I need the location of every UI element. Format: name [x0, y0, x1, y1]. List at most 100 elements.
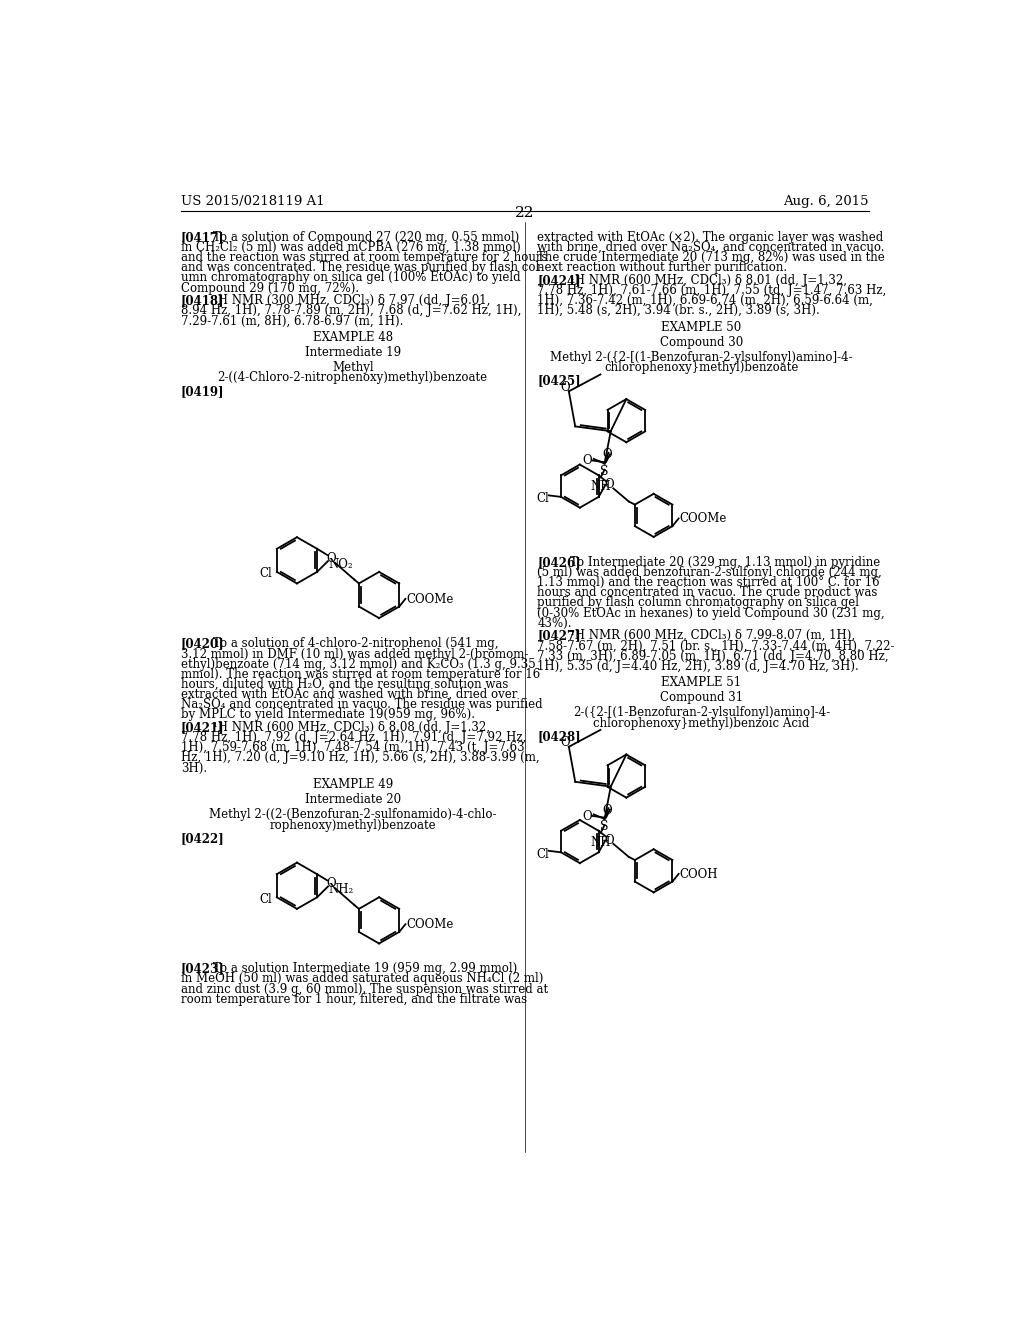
Text: NO₂: NO₂	[329, 558, 353, 572]
Text: Aug. 6, 2015: Aug. 6, 2015	[783, 195, 869, 209]
Text: To a solution Intermediate 19 (959 mg, 2.99 mmol): To a solution Intermediate 19 (959 mg, 2…	[213, 962, 517, 975]
Text: 7.78 Hz, 1H), 7.92 (d, J=2.64 Hz, 1H), 7.91 (d, J=7.92 Hz,: 7.78 Hz, 1H), 7.92 (d, J=2.64 Hz, 1H), 7…	[180, 731, 526, 744]
Text: O: O	[603, 447, 612, 461]
Text: O: O	[560, 381, 569, 393]
Text: [0425]: [0425]	[538, 375, 581, 388]
Text: 8.94 Hz, 1H), 7.78-7.89 (m, 2H), 7.68 (d, J=7.62 Hz, 1H),: 8.94 Hz, 1H), 7.78-7.89 (m, 2H), 7.68 (d…	[180, 304, 521, 317]
Text: Hz, 1H), 7.20 (d, J=9.10 Hz, 1H), 5.66 (s, 2H), 3.88-3.99 (m,: Hz, 1H), 7.20 (d, J=9.10 Hz, 1H), 5.66 (…	[180, 751, 540, 764]
Text: [0417]: [0417]	[180, 231, 224, 244]
Text: [0428]: [0428]	[538, 730, 581, 743]
Text: O: O	[603, 804, 612, 817]
Text: hours, diluted with H₂O, and the resulting solution was: hours, diluted with H₂O, and the resulti…	[180, 678, 508, 690]
Text: 7.29-7.61 (m, 8H), 6.78-6.97 (m, 1H).: 7.29-7.61 (m, 8H), 6.78-6.97 (m, 1H).	[180, 314, 403, 327]
Text: in MeOH (50 ml) was added saturated aqueous NH₄Cl (2 ml): in MeOH (50 ml) was added saturated aque…	[180, 973, 543, 986]
Text: O: O	[583, 809, 592, 822]
Text: EXAMPLE 49: EXAMPLE 49	[312, 777, 393, 791]
Text: 1.13 mmol) and the reaction was stirred at 100° C. for 16: 1.13 mmol) and the reaction was stirred …	[538, 576, 880, 589]
Text: [0420]: [0420]	[180, 638, 224, 651]
Text: Cl: Cl	[537, 492, 549, 506]
Text: 1H), 7.59-7.68 (m, 1H), 7.48-7.54 (m, 1H), 7.43 (t, J=7.63: 1H), 7.59-7.68 (m, 1H), 7.48-7.54 (m, 1H…	[180, 742, 524, 754]
Text: [0419]: [0419]	[180, 384, 224, 397]
Text: To a solution of Compound 27 (220 mg, 0.55 mmol): To a solution of Compound 27 (220 mg, 0.…	[213, 231, 519, 244]
Text: 2-((4-Chloro-2-nitrophenoxy)methyl)benzoate: 2-((4-Chloro-2-nitrophenoxy)methyl)benzo…	[218, 371, 487, 384]
Text: S: S	[600, 465, 609, 478]
Text: [0418]: [0418]	[180, 294, 224, 308]
Text: 7.78 Hz, 1H), 7.61-7.66 (m, 1H), 7.55 (td, J=1.47, 7.63 Hz,: 7.78 Hz, 1H), 7.61-7.66 (m, 1H), 7.55 (t…	[538, 284, 887, 297]
Text: and was concentrated. The residue was purified by flash col-: and was concentrated. The residue was pu…	[180, 261, 543, 275]
Text: extracted with EtOAc and washed with brine, dried over: extracted with EtOAc and washed with bri…	[180, 688, 517, 701]
Text: EXAMPLE 48: EXAMPLE 48	[312, 331, 393, 343]
Text: NH: NH	[591, 836, 611, 849]
Text: O: O	[583, 454, 592, 467]
Text: EXAMPLE 50: EXAMPLE 50	[662, 321, 741, 334]
Text: next reaction without further purification.: next reaction without further purificati…	[538, 261, 787, 275]
Text: ¹H NMR (600 MHz, CDCl₃) δ 8.08 (dd, J=1.32,: ¹H NMR (600 MHz, CDCl₃) δ 8.08 (dd, J=1.…	[213, 721, 490, 734]
Text: Compound 29 (170 mg, 72%).: Compound 29 (170 mg, 72%).	[180, 281, 358, 294]
Text: O: O	[327, 552, 336, 565]
Text: by MPLC to yield Intermediate 19(959 mg, 96%).: by MPLC to yield Intermediate 19(959 mg,…	[180, 709, 475, 722]
Text: 43%).: 43%).	[538, 616, 571, 630]
Text: room temperature for 1 hour, filtered, and the filtrate was: room temperature for 1 hour, filtered, a…	[180, 993, 526, 1006]
Text: Compound 31: Compound 31	[659, 692, 743, 705]
Text: Cl: Cl	[260, 568, 272, 581]
Text: 7.58-7.67 (m, 2H), 7.51 (br. s., 1H), 7.33-7.44 (m, 4H), 7.22-: 7.58-7.67 (m, 2H), 7.51 (br. s., 1H), 7.…	[538, 639, 895, 652]
Text: umn chromatography on silica gel (100% EtOAc) to yield: umn chromatography on silica gel (100% E…	[180, 272, 520, 284]
Text: Compound 30: Compound 30	[659, 335, 743, 348]
Text: Na₂SO₄ and concentrated in vacuo. The residue was purified: Na₂SO₄ and concentrated in vacuo. The re…	[180, 698, 543, 711]
Text: ¹H NMR (600 MHz, CDCl₃) δ 7.99-8.07 (m, 1H),: ¹H NMR (600 MHz, CDCl₃) δ 7.99-8.07 (m, …	[569, 630, 855, 642]
Text: 3H).: 3H).	[180, 762, 207, 775]
Text: in CH₂Cl₂ (5 ml) was added mCPBA (276 mg, 1.38 mmol): in CH₂Cl₂ (5 ml) was added mCPBA (276 mg…	[180, 242, 520, 253]
Text: To a solution of 4-chloro-2-nitrophenol (541 mg,: To a solution of 4-chloro-2-nitrophenol …	[213, 638, 499, 651]
Text: COOH: COOH	[679, 867, 718, 880]
Text: ethyl)benzoate (714 mg, 3.12 mmol) and K₂CO₃ (1.3 g, 9.35: ethyl)benzoate (714 mg, 3.12 mmol) and K…	[180, 657, 536, 671]
Text: The crude Intermediate 20 (713 mg, 82%) was used in the: The crude Intermediate 20 (713 mg, 82%) …	[538, 251, 885, 264]
Text: and the reaction was stirred at room temperature for 2 hours: and the reaction was stirred at room tem…	[180, 251, 547, 264]
Text: O: O	[604, 833, 614, 846]
Text: 1H), 5.35 (d, J=4.40 Hz, 2H), 3.89 (d, J=4.70 Hz, 3H).: 1H), 5.35 (d, J=4.40 Hz, 2H), 3.89 (d, J…	[538, 660, 859, 673]
Text: purified by flash column chromatography on silica gel: purified by flash column chromatography …	[538, 597, 859, 610]
Text: COOMe: COOMe	[407, 919, 454, 931]
Text: rophenoxy)methyl)benzoate: rophenoxy)methyl)benzoate	[269, 818, 436, 832]
Text: O: O	[327, 876, 336, 890]
Text: ¹H NMR (300 MHz, CDCl₃) δ 7.97 (dd, J=6.01,: ¹H NMR (300 MHz, CDCl₃) δ 7.97 (dd, J=6.…	[213, 294, 490, 308]
Text: NH: NH	[591, 480, 611, 494]
Text: extracted with EtOAc (×2). The organic layer was washed: extracted with EtOAc (×2). The organic l…	[538, 231, 884, 244]
Text: 1H), 5.48 (s, 2H), 3.94 (br. s., 2H), 3.89 (s, 3H).: 1H), 5.48 (s, 2H), 3.94 (br. s., 2H), 3.…	[538, 304, 820, 317]
Text: hours and concentrated in vacuo. The crude product was: hours and concentrated in vacuo. The cru…	[538, 586, 878, 599]
Text: 1H), 7.36-7.42 (m, 1H), 6.69-6.74 (m, 2H), 6.59-6.64 (m,: 1H), 7.36-7.42 (m, 1H), 6.69-6.74 (m, 2H…	[538, 294, 873, 308]
Text: COOMe: COOMe	[679, 512, 727, 525]
Text: chlorophenoxy}methyl)benzoic Acid: chlorophenoxy}methyl)benzoic Acid	[593, 717, 810, 730]
Text: Methyl: Methyl	[332, 362, 374, 374]
Text: NH₂: NH₂	[329, 883, 354, 896]
Text: US 2015/0218119 A1: US 2015/0218119 A1	[180, 195, 325, 209]
Text: (0-30% EtOAc in hexanes) to yield Compound 30 (231 mg,: (0-30% EtOAc in hexanes) to yield Compou…	[538, 607, 885, 619]
Text: [0422]: [0422]	[180, 832, 224, 845]
Text: mmol). The reaction was stirred at room temperature for 16: mmol). The reaction was stirred at room …	[180, 668, 540, 681]
Text: Intermediate 19: Intermediate 19	[305, 346, 400, 359]
Text: COOMe: COOMe	[407, 593, 454, 606]
Text: Cl: Cl	[537, 847, 549, 861]
Text: Intermediate 20: Intermediate 20	[305, 793, 400, 807]
Text: To Intermediate 20 (329 mg, 1.13 mmol) in pyridine: To Intermediate 20 (329 mg, 1.13 mmol) i…	[569, 556, 880, 569]
Text: [0427]: [0427]	[538, 630, 581, 642]
Text: chlorophenoxy}methyl)benzoate: chlorophenoxy}methyl)benzoate	[604, 362, 799, 374]
Text: O: O	[604, 478, 614, 491]
Text: O: O	[560, 737, 569, 750]
Text: 3.12 mmol) in DMF (10 ml) was added methyl 2-(bromom-: 3.12 mmol) in DMF (10 ml) was added meth…	[180, 648, 528, 660]
Text: S: S	[600, 821, 609, 833]
Text: Methyl 2-((2-(Benzofuran-2-sulfonamido)-4-chlo-: Methyl 2-((2-(Benzofuran-2-sulfonamido)-…	[209, 808, 497, 821]
Text: [0426]: [0426]	[538, 556, 581, 569]
Text: 2-({2-[(1-Benzofuran-2-ylsulfonyl)amino]-4-: 2-({2-[(1-Benzofuran-2-ylsulfonyl)amino]…	[572, 706, 830, 719]
Text: ¹H NMR (600 MHz, CDCl₃) δ 8.01 (dd, J=1.32,: ¹H NMR (600 MHz, CDCl₃) δ 8.01 (dd, J=1.…	[569, 273, 847, 286]
Text: [0424]: [0424]	[538, 273, 581, 286]
Text: Cl: Cl	[260, 892, 272, 906]
Text: with brine, dried over Na₂SO₄, and concentrated in vacuo.: with brine, dried over Na₂SO₄, and conce…	[538, 242, 885, 253]
Text: Methyl 2-({2-[(1-Benzofuran-2-ylsulfonyl)amino]-4-: Methyl 2-({2-[(1-Benzofuran-2-ylsulfonyl…	[550, 351, 853, 364]
Text: 22: 22	[515, 206, 535, 220]
Text: 7.33 (m, 3H), 6.89-7.05 (m, 1H), 6.71 (dd, J=4.70, 8.80 Hz,: 7.33 (m, 3H), 6.89-7.05 (m, 1H), 6.71 (d…	[538, 649, 889, 663]
Text: (5 ml) was added benzofuran-2-sulfonyl chloride (244 mg,: (5 ml) was added benzofuran-2-sulfonyl c…	[538, 566, 882, 579]
Text: EXAMPLE 51: EXAMPLE 51	[662, 676, 741, 689]
Text: [0423]: [0423]	[180, 962, 224, 975]
Text: and zinc dust (3.9 g, 60 mmol). The suspension was stirred at: and zinc dust (3.9 g, 60 mmol). The susp…	[180, 982, 548, 995]
Text: [0421]: [0421]	[180, 721, 224, 734]
